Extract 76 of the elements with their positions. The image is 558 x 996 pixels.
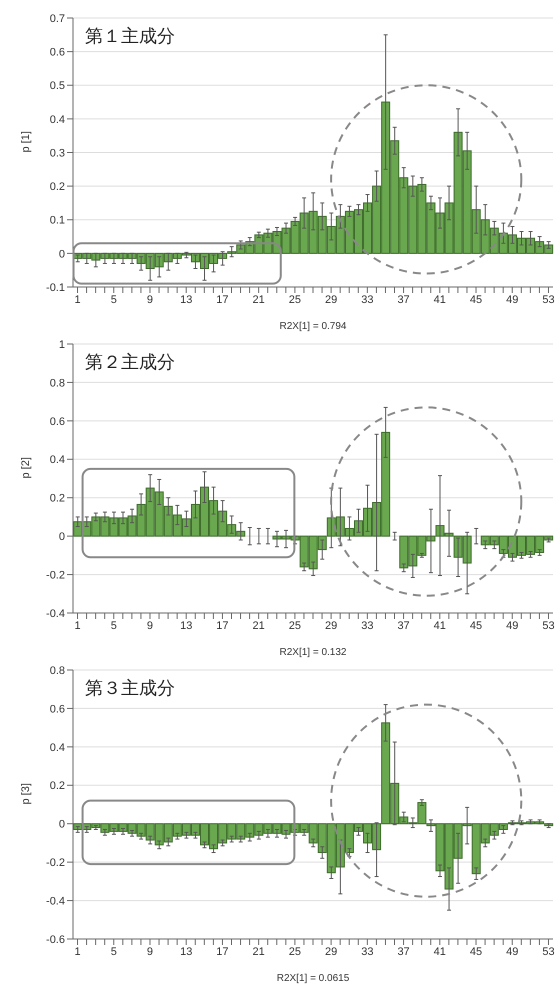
y-tick-label: 0 bbox=[58, 248, 65, 260]
y-tick-label: 0.6 bbox=[50, 416, 65, 428]
x-axis-title: R2X[1] = 0.794 bbox=[280, 321, 347, 332]
x-tick-label: 5 bbox=[110, 294, 117, 306]
y-tick-label: 0 bbox=[58, 531, 65, 544]
y-axis-title: p [1] bbox=[20, 131, 32, 152]
text: 第１主成分 bbox=[85, 25, 175, 48]
x-tick-label: 41 bbox=[434, 946, 446, 958]
x-tick-label: 33 bbox=[361, 946, 374, 958]
x-tick-label: 53 bbox=[542, 946, 555, 958]
x-axis-title: R2X[1] = 0.0615 bbox=[276, 973, 350, 984]
y-tick-label: 0 bbox=[58, 818, 65, 831]
y-tick-label: -0.2 bbox=[46, 857, 65, 870]
x-tick-label: 45 bbox=[470, 946, 482, 958]
x-tick-label: 37 bbox=[397, 620, 410, 632]
y-tick-label: -0.2 bbox=[46, 569, 65, 582]
x-tick-label: 17 bbox=[216, 946, 229, 958]
y-tick-label: -0.4 bbox=[46, 895, 65, 908]
y-axis-title: p [3] bbox=[20, 783, 32, 804]
x-tick-label: 9 bbox=[146, 946, 154, 958]
y-tick-label: 0.5 bbox=[50, 80, 65, 92]
x-tick-label: 21 bbox=[252, 620, 265, 632]
x-tick-label: 29 bbox=[324, 620, 338, 632]
x-tick-label: 5 bbox=[110, 620, 117, 632]
text: 第２主成分 bbox=[85, 351, 175, 374]
y-tick-label: 0.6 bbox=[50, 703, 65, 716]
x-tick-label: 53 bbox=[542, 620, 555, 632]
x-tick-label: 49 bbox=[506, 946, 518, 958]
x-tick-label: 17 bbox=[216, 620, 229, 632]
x-tick-label: 25 bbox=[288, 620, 302, 632]
x-tick-label: 29 bbox=[324, 946, 338, 958]
y-tick-label: 0.3 bbox=[50, 147, 65, 160]
x-tick-label: 9 bbox=[146, 620, 154, 632]
x-tick-label: 37 bbox=[397, 946, 410, 958]
x-tick-label: 1 bbox=[74, 946, 81, 958]
x-tick-label: 17 bbox=[216, 294, 229, 306]
x-tick-label: 1 bbox=[74, 620, 81, 632]
x-tick-label: 49 bbox=[506, 620, 518, 632]
x-tick-label: 25 bbox=[288, 294, 302, 306]
y-tick-label: -0.6 bbox=[46, 934, 65, 946]
x-tick-label: 41 bbox=[434, 294, 446, 306]
x-axis-title: R2X[1] = 0.132 bbox=[280, 647, 347, 658]
y-tick-label: 0.4 bbox=[50, 742, 65, 754]
x-tick-label: 45 bbox=[470, 294, 482, 306]
y-tick-label: -0.1 bbox=[46, 282, 65, 294]
y-tick-label: 1 bbox=[58, 338, 65, 351]
x-tick-label: 13 bbox=[180, 620, 192, 632]
x-tick-label: 29 bbox=[324, 294, 338, 306]
y-tick-label: 0.8 bbox=[50, 664, 65, 677]
x-tick-label: 37 bbox=[397, 294, 410, 306]
x-tick-label: 21 bbox=[252, 294, 265, 306]
y-tick-label: 0.8 bbox=[50, 377, 65, 390]
text: 第３主成分 bbox=[85, 677, 175, 700]
y-tick-label: 0.2 bbox=[50, 780, 65, 792]
x-tick-label: 9 bbox=[146, 294, 154, 306]
y-tick-label: 0.7 bbox=[50, 12, 65, 25]
y-tick-label: 0.2 bbox=[50, 492, 65, 505]
y-tick-label: -0.4 bbox=[46, 608, 65, 620]
y-tick-label: 0.4 bbox=[50, 114, 65, 126]
y-tick-label: 0.1 bbox=[50, 214, 65, 227]
x-tick-label: 25 bbox=[288, 946, 302, 958]
x-tick-label: 33 bbox=[361, 620, 374, 632]
x-tick-label: 41 bbox=[434, 620, 446, 632]
x-tick-label: 5 bbox=[110, 946, 117, 958]
y-tick-label: 0.6 bbox=[50, 46, 65, 59]
x-tick-label: 21 bbox=[252, 946, 265, 958]
x-tick-label: 53 bbox=[542, 294, 555, 306]
y-tick-label: 0.2 bbox=[50, 181, 65, 194]
x-tick-label: 13 bbox=[180, 294, 192, 306]
x-tick-label: 49 bbox=[506, 294, 518, 306]
x-tick-label: 33 bbox=[361, 294, 374, 306]
x-tick-label: 1 bbox=[74, 294, 81, 306]
y-tick-label: 0.4 bbox=[50, 454, 65, 466]
x-tick-label: 45 bbox=[470, 620, 482, 632]
x-tick-label: 13 bbox=[180, 946, 192, 958]
y-axis-title: p [2] bbox=[20, 457, 32, 478]
